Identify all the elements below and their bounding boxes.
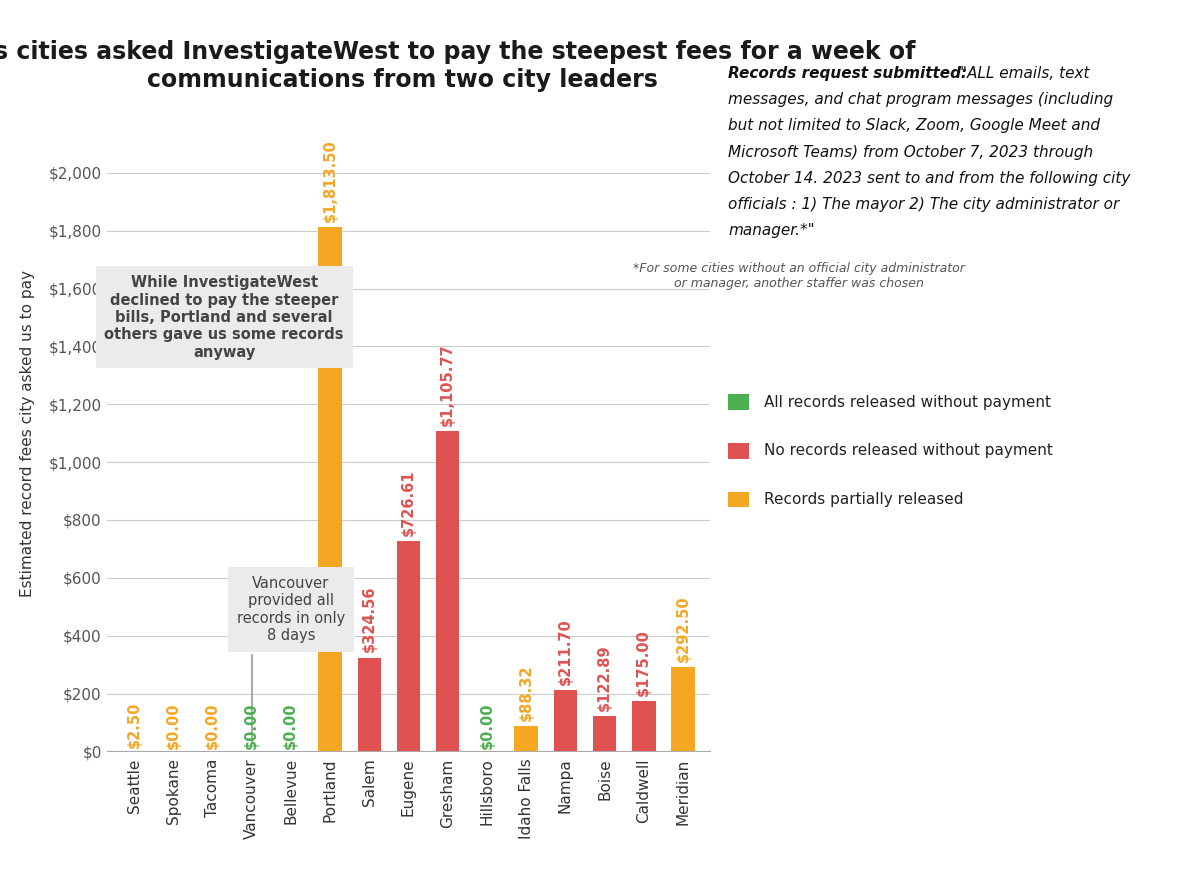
- Text: $2.50: $2.50: [127, 701, 142, 748]
- Text: messages, and chat program messages (including: messages, and chat program messages (inc…: [728, 92, 1113, 107]
- Bar: [436, 431, 459, 751]
- Text: Records request submitted:: Records request submitted:: [728, 66, 972, 81]
- Text: but not limited to Slack, Zoom, Google Meet and: but not limited to Slack, Zoom, Google M…: [728, 118, 1100, 133]
- Text: Records partially released: Records partially released: [764, 492, 963, 507]
- Text: Oregon's cities asked InvestigateWest to pay the steepest fees for a week of
com: Oregon's cities asked InvestigateWest to…: [0, 40, 915, 92]
- Text: $0.00: $0.00: [480, 702, 495, 749]
- Text: While InvestigateWest
declined to pay the steeper
bills, Portland and several
ot: While InvestigateWest declined to pay th…: [104, 275, 343, 360]
- Text: *For some cities without an official city administrator
or manager, another staf: *For some cities without an official cit…: [633, 262, 965, 290]
- Text: $88.32: $88.32: [519, 664, 534, 720]
- Text: Vancouver
provided all
records in only
8 days: Vancouver provided all records in only 8…: [237, 576, 345, 743]
- Bar: [554, 690, 577, 751]
- Bar: [318, 226, 342, 751]
- Text: "ALL emails, text: "ALL emails, text: [960, 66, 1089, 81]
- Text: $0.00: $0.00: [205, 702, 220, 749]
- Text: manager.*": manager.*": [728, 223, 815, 238]
- Bar: [514, 726, 538, 751]
- Text: $0.00: $0.00: [283, 702, 298, 749]
- Text: $211.70: $211.70: [558, 618, 573, 685]
- Text: officials : 1) The mayor 2) The city administrator or: officials : 1) The mayor 2) The city adm…: [728, 196, 1119, 211]
- Text: $726.61: $726.61: [401, 469, 416, 536]
- Text: $1,105.77: $1,105.77: [440, 344, 455, 426]
- Bar: [671, 667, 695, 751]
- Text: Microsoft Teams) from October 7, 2023 through: Microsoft Teams) from October 7, 2023 th…: [728, 144, 1093, 159]
- Text: $122.89: $122.89: [597, 644, 612, 711]
- Text: $324.56: $324.56: [362, 586, 377, 652]
- Text: $0.00: $0.00: [166, 702, 181, 749]
- Bar: [593, 716, 617, 751]
- Bar: [632, 701, 656, 751]
- Text: $175.00: $175.00: [636, 629, 651, 696]
- Bar: [397, 541, 420, 751]
- Bar: [358, 658, 381, 751]
- Text: October 14. 2023 sent to and from the following city: October 14. 2023 sent to and from the fo…: [728, 171, 1131, 186]
- Text: $1,813.50: $1,813.50: [322, 139, 337, 222]
- Y-axis label: Estimated record fees city asked us to pay: Estimated record fees city asked us to p…: [20, 270, 34, 597]
- Text: $0.00: $0.00: [244, 702, 259, 749]
- Text: All records released without payment: All records released without payment: [764, 395, 1050, 409]
- Text: $292.50: $292.50: [675, 595, 690, 661]
- Text: No records released without payment: No records released without payment: [764, 444, 1053, 458]
